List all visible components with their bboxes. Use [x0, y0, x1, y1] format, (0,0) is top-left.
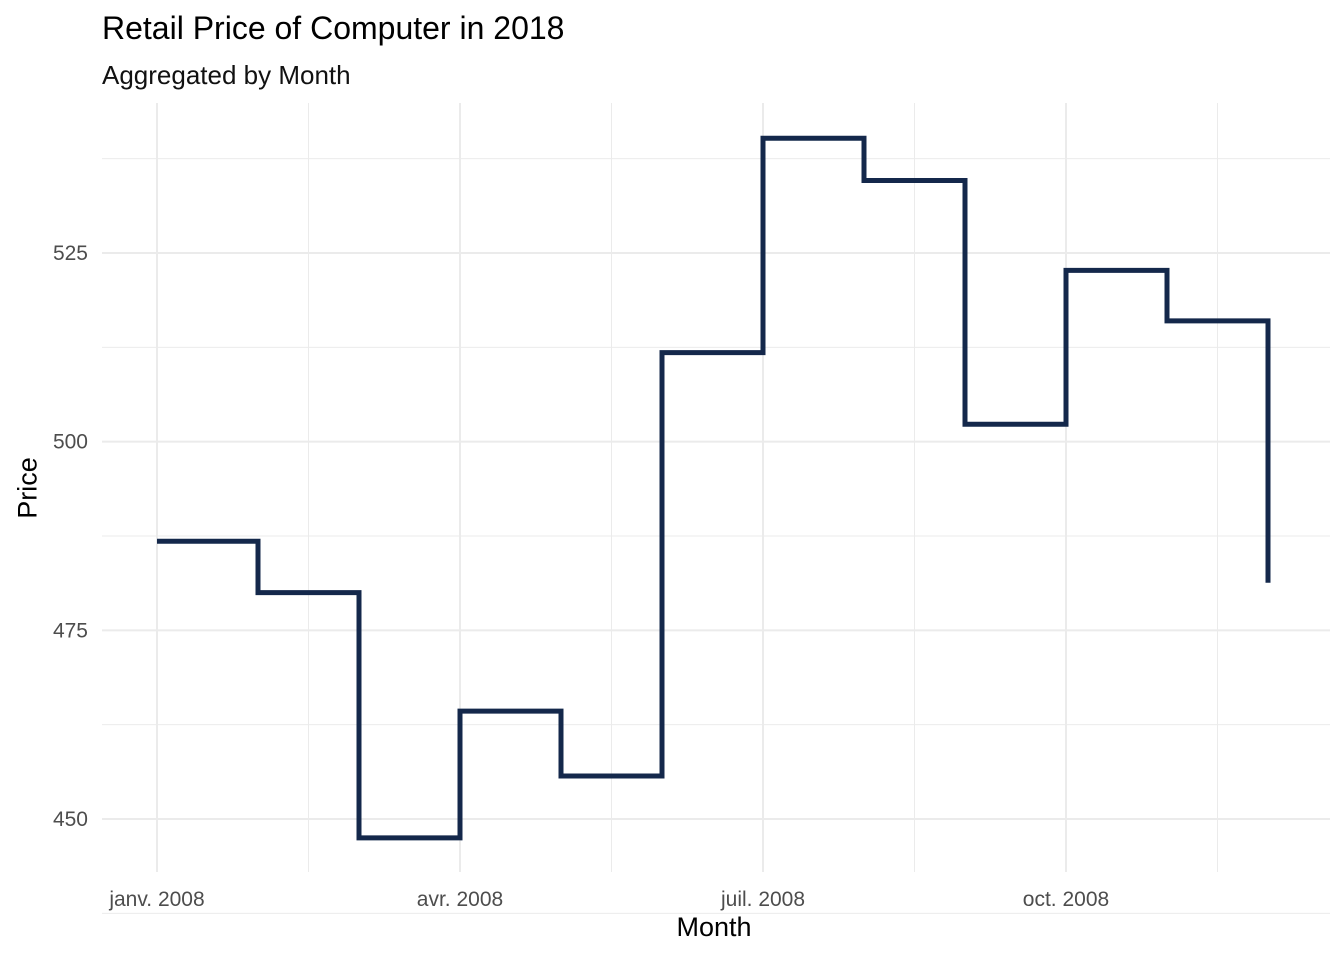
grid-minor	[102, 103, 1330, 914]
y-axis-ticks: 450 475 500 525	[53, 242, 88, 831]
x-tick-label-1: avr. 2008	[417, 888, 503, 911]
x-tick-label-3: oct. 2008	[1023, 888, 1109, 911]
chart-subtitle: Aggregated by Month	[102, 60, 351, 90]
y-tick-label-500: 500	[53, 431, 88, 454]
grid-major	[102, 103, 1330, 872]
x-axis-label: Month	[676, 912, 752, 942]
x-axis-ticks: janv. 2008 avr. 2008 juil. 2008 oct. 2008	[108, 888, 1109, 911]
chart-title: Retail Price of Computer in 2018	[102, 10, 565, 46]
x-tick-label-0: janv. 2008	[108, 888, 204, 911]
x-tick-label-2: juil. 2008	[720, 888, 805, 911]
y-tick-label-450: 450	[53, 808, 88, 831]
series-step-line	[157, 135, 1271, 841]
y-tick-label-475: 475	[53, 619, 88, 642]
y-tick-label-525: 525	[53, 242, 88, 265]
series-group	[157, 135, 1271, 841]
